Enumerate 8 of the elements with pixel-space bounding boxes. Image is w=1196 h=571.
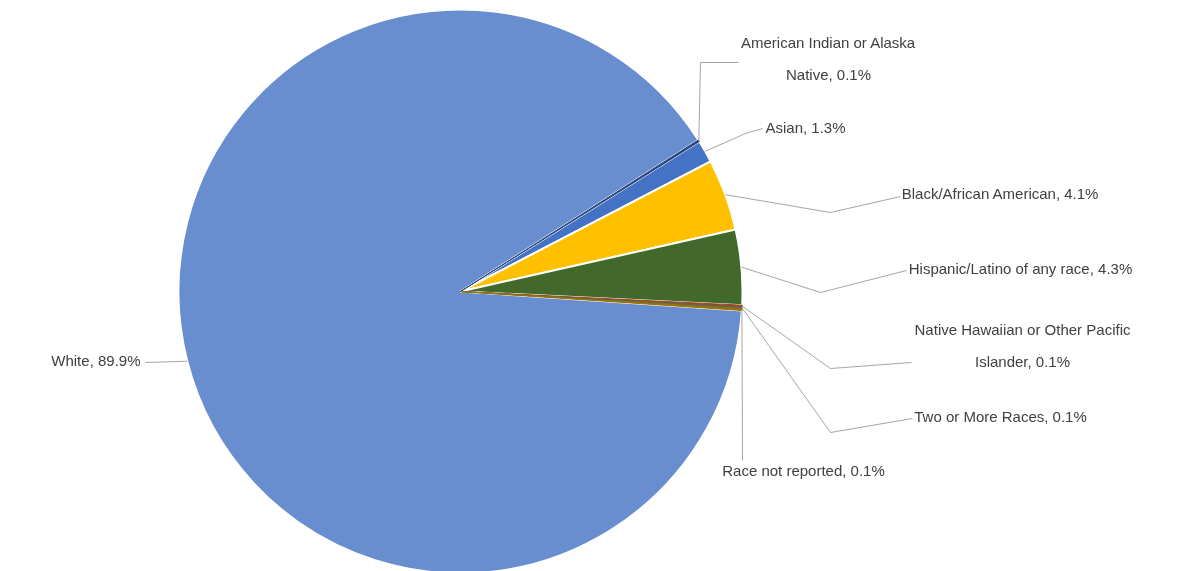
slice-label: Asian, 1.3% <box>765 119 846 136</box>
slice-label: Race not reported, 0.1% <box>722 462 885 479</box>
slice-label: Two or More Races, 0.1% <box>914 408 1087 425</box>
slice-label: White, 89.9% <box>51 352 141 369</box>
slice-label: Native Hawaiian or Other Pacific Islander, 0.1% <box>914 320 1131 371</box>
slice-label: American Indian or Alaska Native, 0.1% <box>740 33 916 84</box>
slice-label: Hispanic/Latino of any race, 4.3% <box>908 260 1133 277</box>
slice-label: Black/African American, 4.1% <box>901 185 1099 202</box>
